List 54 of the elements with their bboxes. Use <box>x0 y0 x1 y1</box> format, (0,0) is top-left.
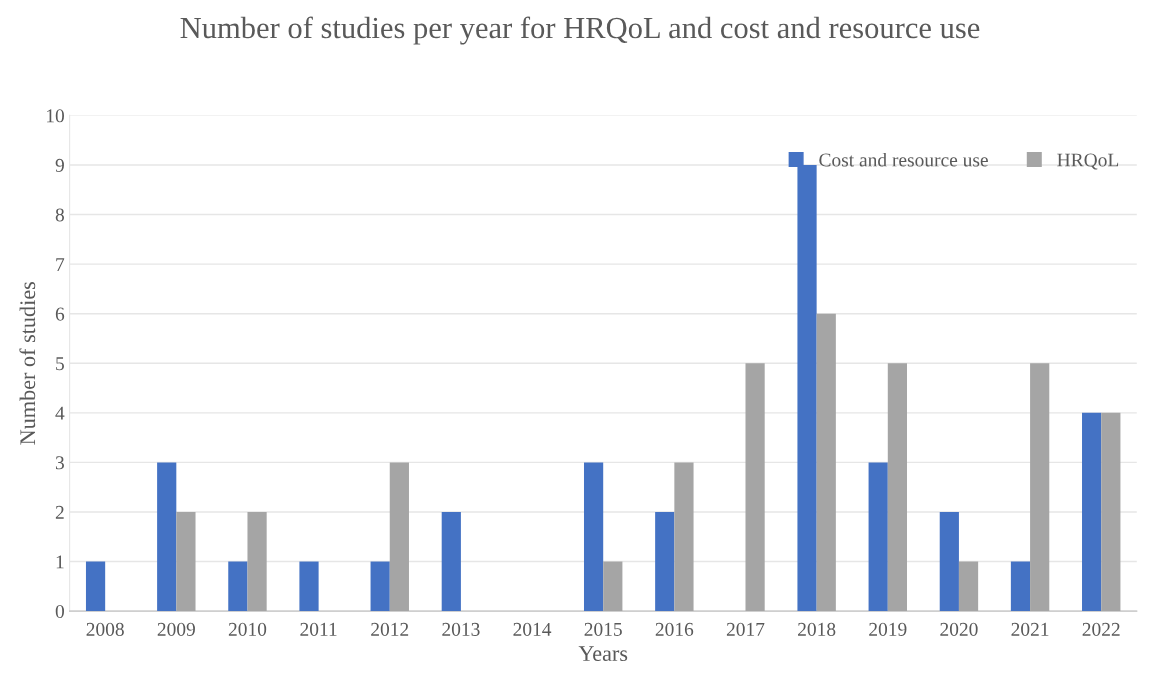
legend-label: HRQoL <box>1057 153 1119 170</box>
bar <box>157 462 177 612</box>
bar <box>389 462 409 612</box>
x-tick-label: 2014 <box>513 622 552 636</box>
bar <box>816 313 836 612</box>
y-tick-label: 6 <box>55 307 65 321</box>
x-tick-label: 2009 <box>157 622 195 636</box>
bar <box>583 462 604 612</box>
bar <box>745 363 765 612</box>
y-tick-label: 4 <box>55 406 65 420</box>
x-tick-label: 2008 <box>86 622 124 636</box>
bar <box>887 363 907 612</box>
x-tick-label: 2010 <box>228 622 267 636</box>
x-tick-label: 2016 <box>655 622 694 636</box>
bar <box>1030 363 1050 612</box>
chart-title: Number of studies per year for HRQoL and cost and resource use <box>180 16 980 45</box>
bar <box>247 511 267 612</box>
y-tick-label: 7 <box>56 258 65 271</box>
x-axis-title: Years <box>578 646 628 662</box>
bar <box>958 561 979 612</box>
legend-label: Cost and resource use <box>819 152 988 167</box>
bar <box>1010 561 1031 612</box>
x-tick-label: 2013 <box>442 622 480 636</box>
bar <box>1101 412 1121 612</box>
y-tick-label: 2 <box>55 505 64 519</box>
bar <box>85 561 106 612</box>
bar <box>603 561 623 612</box>
bar <box>176 511 196 612</box>
x-tick-label: 2018 <box>798 622 836 636</box>
y-tick-label: 9 <box>55 158 64 172</box>
x-tick-label: 2021 <box>1011 622 1049 636</box>
bar <box>868 462 888 612</box>
bar <box>939 511 959 612</box>
y-tick-label: 8 <box>55 208 64 222</box>
y-tick-label: 3 <box>55 456 64 470</box>
x-tick-label: 2019 <box>869 622 907 636</box>
x-tick-label: 2020 <box>940 622 978 636</box>
x-tick-label: 2022 <box>1082 622 1120 636</box>
x-tick-label: 2015 <box>584 622 622 636</box>
x-tick-label: 2011 <box>300 622 337 636</box>
y-axis-title: Number of studies <box>19 281 36 445</box>
bar <box>228 561 248 612</box>
bar <box>299 561 319 612</box>
y-tick-label: 1 <box>56 555 64 569</box>
y-tick-label: 0 <box>55 604 64 619</box>
bar <box>1082 412 1102 612</box>
y-tick-label: 5 <box>56 357 64 371</box>
bar <box>655 511 675 612</box>
y-tick-label: 10 <box>47 109 64 123</box>
bar <box>441 511 461 612</box>
bar <box>370 561 390 612</box>
bar <box>674 462 694 612</box>
x-tick-label: 2012 <box>371 622 409 636</box>
x-tick-label: 2017 <box>726 622 765 636</box>
